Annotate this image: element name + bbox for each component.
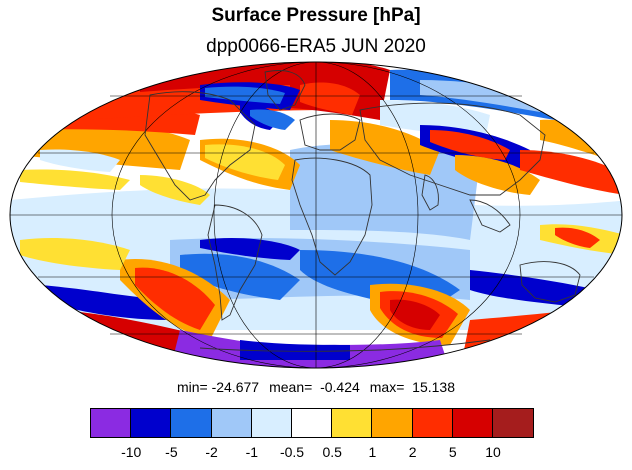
colorbar-tick-label: -1	[245, 444, 259, 460]
colorbar-box	[332, 409, 373, 437]
plot-title: Surface Pressure [hPa]	[211, 5, 421, 26]
colorbar-box	[452, 409, 493, 437]
coastlines	[144, 70, 581, 352]
colorbar-tick-label: 0.5	[322, 444, 342, 460]
colorbar-tick-label: -2	[205, 444, 218, 460]
colorbar-box	[91, 409, 132, 437]
stat-mean: mean= -0.424	[269, 379, 360, 395]
colorbar	[90, 408, 535, 438]
colorbar-box	[171, 409, 212, 437]
colorbar-box	[372, 409, 413, 437]
plot-subtitle: dpp0066-ERA5 JUN 2020	[206, 36, 426, 57]
colorbar-box	[492, 409, 534, 437]
colorbar-tick-label: -5	[165, 444, 178, 460]
colorbar-tick-label: 5	[448, 444, 457, 460]
stat-min: min= -24.677	[176, 379, 260, 395]
colorbar-box	[131, 409, 172, 437]
colorbar-box	[211, 409, 252, 437]
stats-line: min= -24.677 mean= -0.424 max= 15.138	[0, 379, 632, 395]
colorbar-tick-label: 2	[408, 444, 417, 460]
colorbar-tick-label: -0.5	[279, 444, 305, 460]
colorbar-tick-label: -10	[121, 444, 142, 460]
colorbar-labels: -10 -5 -2 -1 -0.5 0.5 1 2 5 10	[0, 444, 632, 462]
colorbar-box	[251, 409, 292, 437]
stat-max: max= 15.138	[369, 379, 455, 395]
colorbar-tick-label: 1	[368, 444, 377, 460]
colorbar-box	[412, 409, 453, 437]
globe-outline	[9, 61, 623, 369]
colorbar-tick-label: 10	[485, 444, 501, 460]
colorbar-box	[291, 409, 333, 437]
